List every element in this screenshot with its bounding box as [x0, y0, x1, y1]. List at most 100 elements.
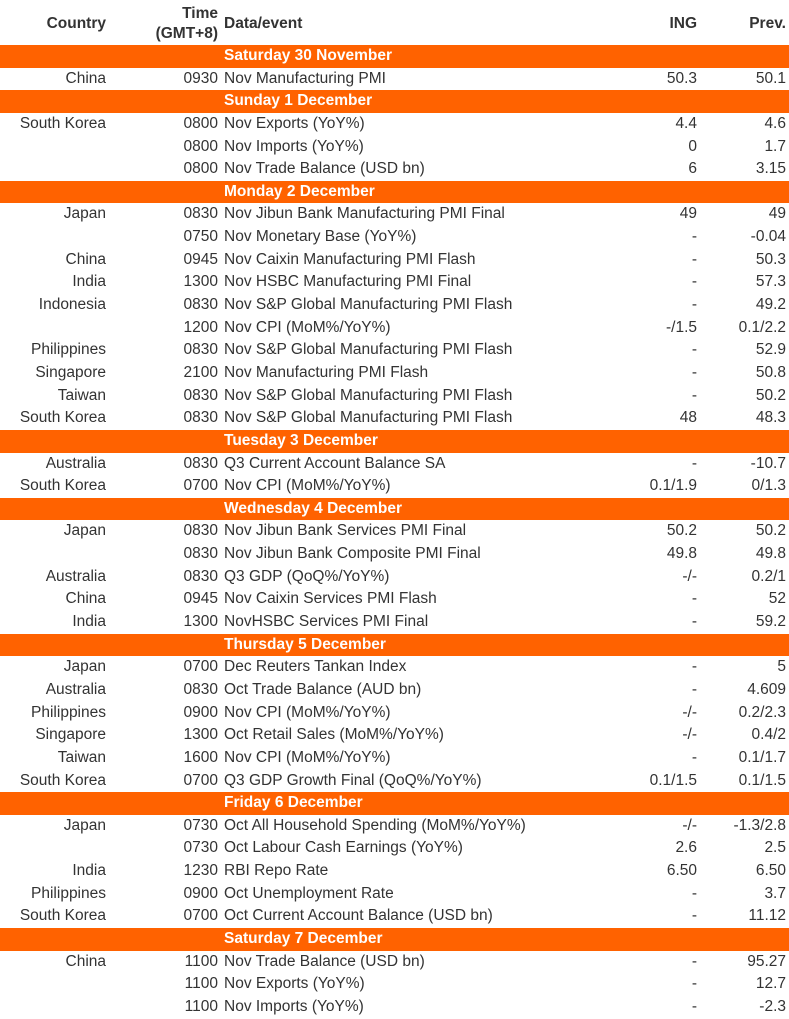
table-row: China 0945 Nov Caixin Manufacturing PMI Fl…	[0, 249, 789, 272]
cell-time: 0800	[183, 160, 218, 178]
cell-country: South Korea	[19, 477, 106, 495]
header-event: Data/event	[224, 15, 303, 32]
day-label: Friday 6 December	[224, 794, 363, 812]
cell-event: Oct Unemployment Rate	[224, 884, 394, 902]
cell-time: 0700	[183, 771, 218, 789]
day-label: Tuesday 3 December	[224, 431, 378, 449]
cell-ing: -	[691, 997, 697, 1015]
cell-time: 0830	[183, 341, 218, 359]
table-row: India 1230 RBI Repo Rate 6.50 6.50	[0, 860, 789, 883]
day-label: Wednesday 4 December	[224, 499, 403, 517]
cell-prev: 1.7	[764, 137, 786, 155]
cell-country: Australia	[45, 680, 106, 698]
cell-country: Indonesia	[38, 296, 106, 314]
table-row: 0800 Nov Trade Balance (USD bn) 6 3.15	[0, 158, 789, 181]
cell-prev: 50.2	[755, 386, 786, 404]
table-row: China 0945 Nov Caixin Services PMI Flash - 5…	[0, 588, 789, 611]
day-header: Friday 6 December	[0, 792, 789, 815]
day-label: Saturday 7 December	[224, 929, 383, 947]
cell-ing: -	[691, 363, 697, 381]
cell-prev: 0.2/2.3	[738, 703, 786, 721]
cell-prev: 48.3	[755, 409, 786, 427]
cell-country: India	[72, 273, 106, 291]
cell-time: 0830	[183, 409, 218, 427]
cell-ing: -	[691, 748, 697, 766]
cell-ing: -/-	[682, 726, 697, 744]
table-row: Australia 0830 Q3 Current Account Balance …	[0, 453, 789, 476]
cell-country: Philippines	[31, 703, 106, 721]
cell-ing: 0.1/1.5	[649, 771, 697, 789]
cell-event: Nov Manufacturing PMI Flash	[224, 363, 429, 381]
cell-ing: -	[691, 273, 697, 291]
cell-ing: 6.50	[666, 862, 697, 880]
cell-prev: 52	[768, 590, 786, 608]
table-header: Country Time (GMT+8) Data/event ING Prev…	[0, 0, 789, 45]
cell-time: 0700	[183, 658, 218, 676]
cell-time: 0945	[183, 590, 218, 608]
cell-country: South Korea	[19, 409, 106, 427]
cell-prev: 50.8	[755, 363, 786, 381]
cell-event: Oct All Household Spending (MoM%/YoY%)	[224, 816, 526, 834]
calendar-table: Saturday 30 November China 0930 Nov Manufac…	[0, 45, 789, 1019]
table-row: Australia 0830 Q3 GDP (QoQ%/YoY%) -/- 0.2/1	[0, 566, 789, 589]
table-row: Japan 0830 Nov Jibun Bank Services PMI Fin…	[0, 520, 789, 543]
table-row: 0730 Oct Labour Cash Earnings (YoY%) 2.6 2.…	[0, 837, 789, 860]
cell-ing: -	[691, 613, 697, 631]
cell-event: Nov Jibun Bank Services PMI Final	[224, 522, 467, 540]
cell-prev: 6.50	[755, 862, 786, 880]
cell-country: Japan	[63, 205, 106, 223]
cell-country: South Korea	[19, 907, 106, 925]
cell-prev: 2.5	[764, 839, 786, 857]
cell-prev: 49	[768, 205, 786, 223]
cell-time: 0830	[183, 680, 218, 698]
cell-prev: 12.7	[755, 975, 786, 993]
cell-event: Nov Exports (YoY%)	[224, 114, 365, 132]
cell-event: Nov Trade Balance (USD bn)	[224, 160, 425, 178]
cell-prev: 3.7	[764, 884, 786, 902]
cell-prev: 4.6	[764, 114, 786, 132]
cell-country: Japan	[63, 658, 106, 676]
cell-ing: 50.2	[666, 522, 697, 540]
day-header: Tuesday 3 December	[0, 429, 789, 453]
cell-country: China	[65, 69, 107, 87]
cell-prev: -0.04	[750, 228, 786, 246]
cell-country: South Korea	[19, 114, 106, 132]
cell-time: 1200	[183, 318, 218, 336]
cell-time: 1100	[184, 952, 218, 970]
day-header: Saturday 30 November	[0, 45, 789, 68]
table-row: 1100 Nov Exports (YoY%) - 12.7	[0, 973, 789, 996]
cell-ing: -	[691, 386, 697, 404]
cell-time: 0830	[183, 454, 218, 472]
cell-event: Nov Jibun Bank Manufacturing PMI Final	[224, 205, 505, 223]
cell-ing: 4.4	[675, 114, 697, 132]
cell-ing: -	[691, 296, 697, 314]
cell-time: 0800	[183, 114, 218, 132]
cell-time: 1600	[183, 748, 218, 766]
cell-prev: 11.12	[748, 907, 786, 925]
cell-event: Nov CPI (MoM%/YoY%)	[224, 748, 391, 766]
cell-prev: 0.1/1.7	[738, 748, 786, 766]
header-country: Country	[46, 15, 106, 32]
cell-event: RBI Repo Rate	[224, 862, 329, 880]
table-row: 0800 Nov Imports (YoY%) 0 1.7	[0, 136, 789, 159]
cell-time: 0730	[183, 839, 218, 857]
cell-country: Taiwan	[57, 748, 106, 766]
table-row: South Korea 0700 Q3 GDP Growth Final (QoQ%…	[0, 770, 789, 793]
day-header: Saturday 7 December	[0, 927, 789, 951]
cell-prev: 50.1	[755, 69, 786, 87]
cell-country: China	[65, 952, 107, 970]
day-label: Sunday 1 December	[224, 92, 373, 110]
cell-time: 1300	[183, 613, 218, 631]
cell-event: Nov Monetary Base (YoY%)	[224, 228, 417, 246]
cell-event: Nov Exports (YoY%)	[224, 975, 365, 993]
table-row: Australia 0830 Oct Trade Balance (AUD bn) -…	[0, 679, 789, 702]
table-row: 1200 Nov CPI (MoM%/YoY%) -/1.5 0.1/2.2	[0, 317, 789, 340]
table-row: 1100 Nov Imports (YoY%) - -2.3	[0, 996, 789, 1019]
header-time-zone: (GMT+8)	[155, 25, 218, 42]
cell-event: Oct Labour Cash Earnings (YoY%)	[224, 839, 463, 857]
cell-ing: -	[691, 975, 697, 993]
cell-time: 0830	[183, 567, 218, 585]
cell-event: Q3 GDP (QoQ%/YoY%)	[224, 567, 390, 585]
cell-time: 1100	[184, 975, 218, 993]
cell-time: 0830	[183, 296, 218, 314]
